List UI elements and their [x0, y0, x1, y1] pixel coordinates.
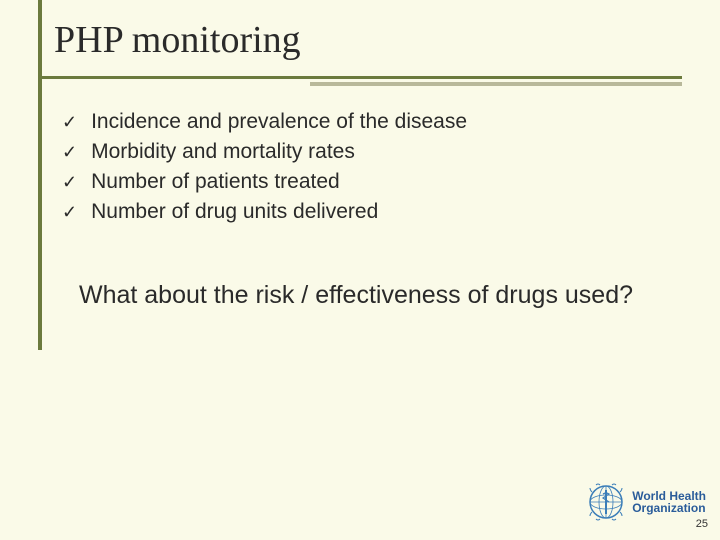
check-icon: ✓ [62, 112, 77, 133]
list-item: ✓ Number of patients treated [62, 170, 467, 194]
who-logo-text: World Health Organization [632, 490, 706, 514]
bullet-text: Morbidity and mortality rates [91, 140, 355, 164]
question-text: What about the risk / effectiveness of d… [66, 280, 646, 311]
title-underline-shadow [310, 82, 682, 86]
slide-title: PHP monitoring [54, 18, 301, 62]
vertical-accent-line [38, 0, 42, 350]
who-logo: World Health Organization [586, 482, 706, 522]
list-item: ✓ Morbidity and mortality rates [62, 140, 467, 164]
check-icon: ✓ [62, 142, 77, 163]
title-area: PHP monitoring [54, 18, 301, 62]
bullet-text: Incidence and prevalence of the disease [91, 110, 467, 134]
bullet-text: Number of drug units delivered [91, 200, 378, 224]
list-item: ✓ Incidence and prevalence of the diseas… [62, 110, 467, 134]
page-number: 25 [696, 518, 708, 530]
who-logo-line2: Organization [632, 502, 706, 514]
who-emblem-icon [586, 482, 626, 522]
bullet-list: ✓ Incidence and prevalence of the diseas… [62, 110, 467, 230]
list-item: ✓ Number of drug units delivered [62, 200, 467, 224]
check-icon: ✓ [62, 202, 77, 223]
title-underline [42, 76, 682, 79]
check-icon: ✓ [62, 172, 77, 193]
bullet-text: Number of patients treated [91, 170, 340, 194]
